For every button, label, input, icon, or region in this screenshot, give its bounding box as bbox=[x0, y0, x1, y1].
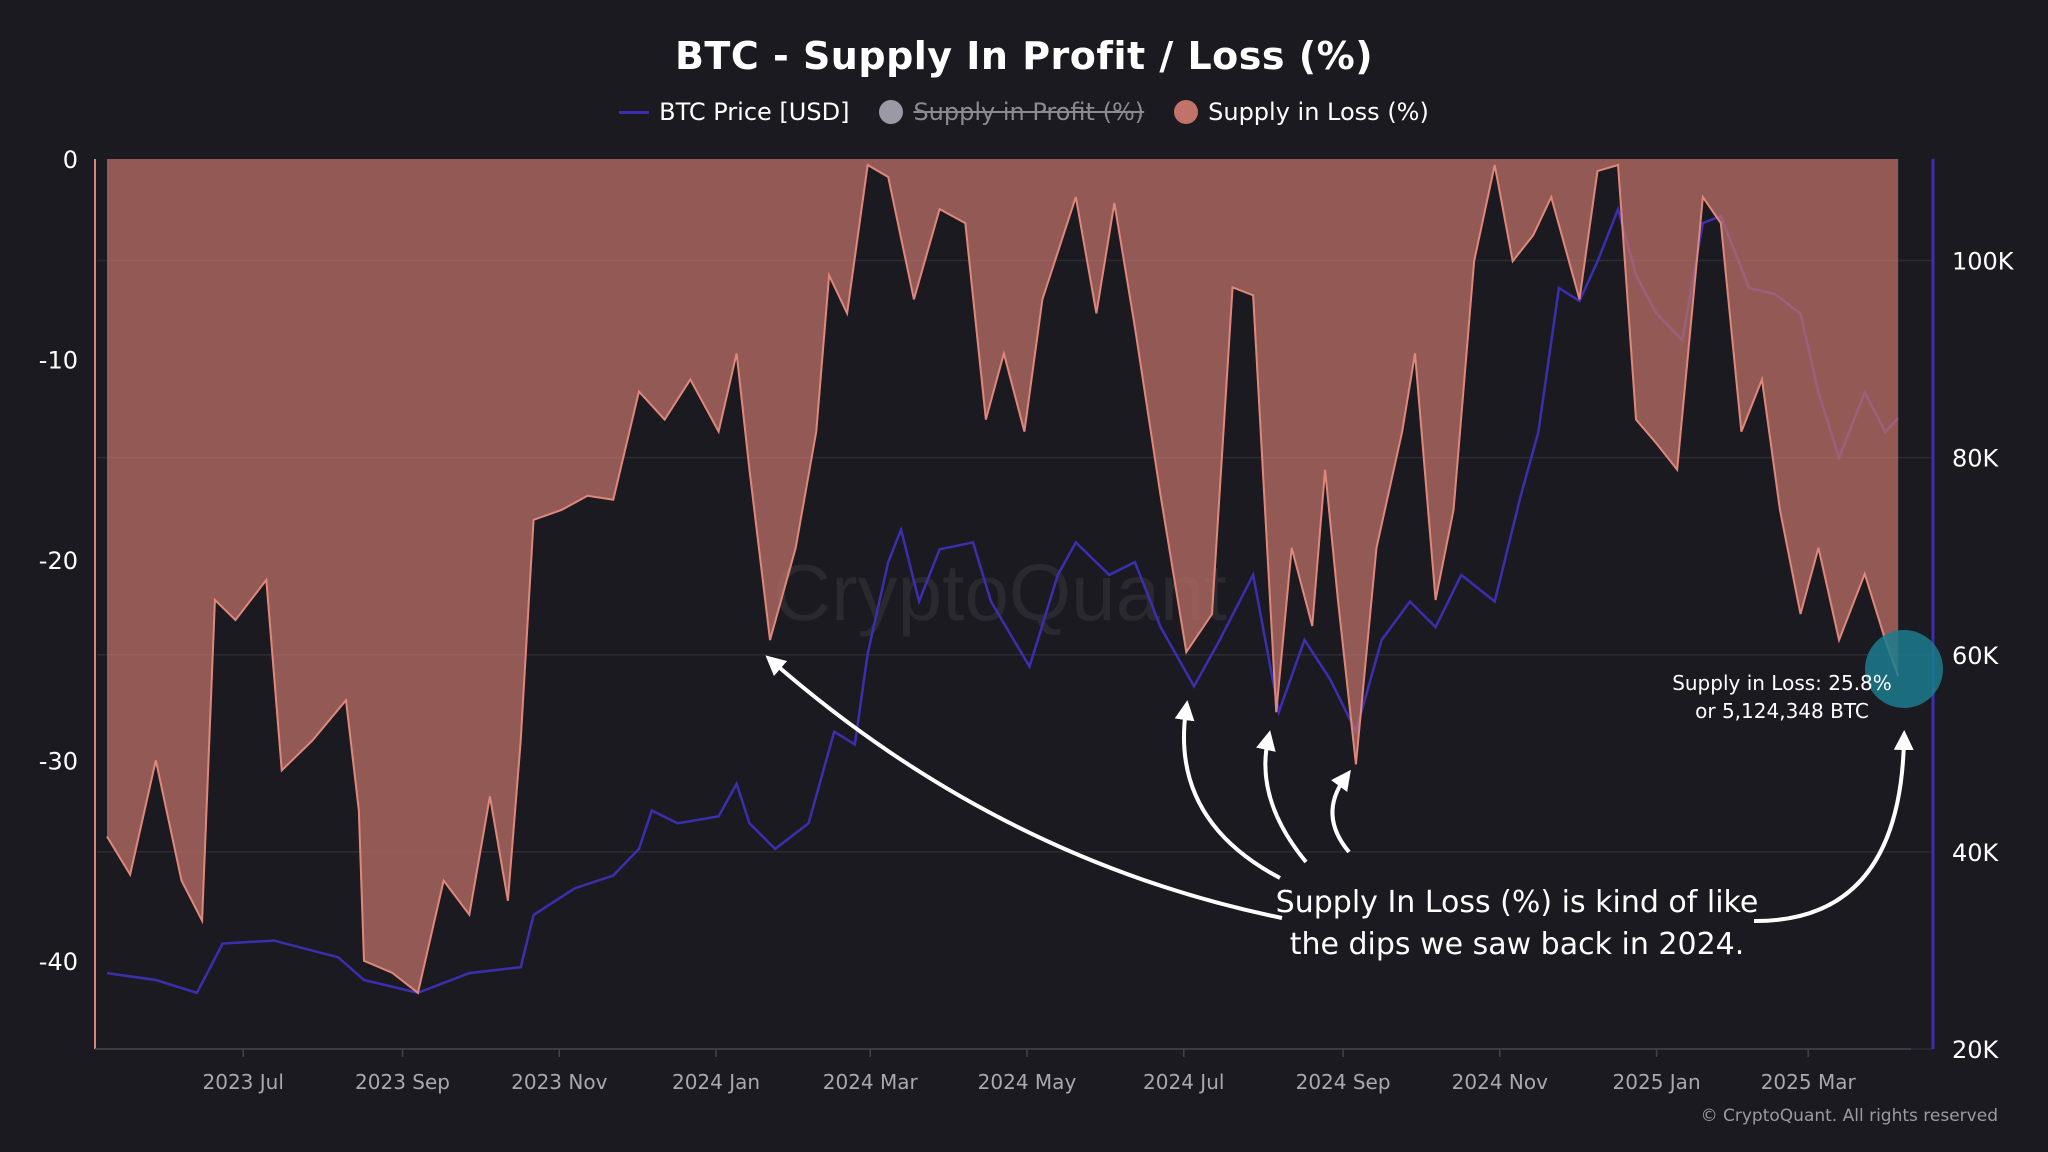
right-axis-tick-label: 40K bbox=[1952, 839, 2000, 867]
left-axis-tick-label: 0 bbox=[63, 146, 78, 174]
watermark: CryptoQuant bbox=[773, 548, 1227, 637]
latest-value-label: Supply in Loss: 25.8% bbox=[1672, 671, 1892, 695]
x-axis-tick-label: 2024 Sep bbox=[1296, 1070, 1391, 1094]
dot-swatch-icon bbox=[879, 100, 904, 124]
right-axis-tick-label: 80K bbox=[1952, 445, 2000, 473]
x-axis-tick-label: 2025 Mar bbox=[1761, 1070, 1857, 1094]
x-axis-tick-label: 2024 Mar bbox=[823, 1070, 919, 1094]
right-axis-tick-label: 60K bbox=[1952, 642, 2000, 670]
callout-text-line-2: the dips we saw back in 2024. bbox=[1290, 927, 1745, 962]
arrow-icon bbox=[1753, 730, 1914, 924]
x-axis-tick-label: 2024 Nov bbox=[1452, 1070, 1548, 1094]
left-axis-tick-label: -20 bbox=[39, 547, 78, 575]
legend: BTC Price [USD] Supply in Profit (%) Sup… bbox=[0, 98, 2048, 126]
annotations: Supply in Loss: 25.8% or 5,124,348 BTC S… bbox=[765, 630, 1943, 962]
x-axis-tick-label: 2024 Jan bbox=[672, 1070, 760, 1094]
latest-point-highlight bbox=[1865, 630, 1943, 708]
legend-item-btc-price[interactable]: BTC Price [USD] bbox=[619, 98, 849, 126]
legend-item-supply-in-profit[interactable]: Supply in Profit (%) bbox=[879, 98, 1144, 126]
left-axis-tick-label: -10 bbox=[39, 346, 78, 374]
x-axis-tick-label: 2024 May bbox=[978, 1070, 1077, 1094]
legend-label: BTC Price [USD] bbox=[659, 98, 850, 126]
right-axis-tick-label: 100K bbox=[1952, 248, 2015, 276]
x-axis-tick-label: 2023 Nov bbox=[511, 1070, 607, 1094]
x-axis-tick-label: 2024 Jul bbox=[1143, 1070, 1224, 1094]
arrow-icon bbox=[1256, 730, 1308, 864]
line-swatch-icon bbox=[619, 110, 650, 114]
x-axis-tick-label: 2025 Jan bbox=[1613, 1070, 1701, 1094]
legend-item-supply-in-loss[interactable]: Supply in Loss (%) bbox=[1174, 98, 1429, 126]
chart-title: BTC - Supply In Profit / Loss (%) bbox=[674, 34, 1374, 78]
legend-label: Supply in Profit (%) bbox=[913, 98, 1145, 126]
arrow-icon bbox=[1330, 769, 1351, 854]
arrow-icon bbox=[1174, 700, 1281, 880]
right-axis-tick-label: 20K bbox=[1952, 1036, 2000, 1064]
supply-in-loss-area bbox=[107, 159, 1899, 993]
dot-swatch-icon bbox=[1174, 100, 1199, 124]
legend-label: Supply in Loss (%) bbox=[1208, 98, 1429, 126]
callout-text-line-1: Supply In Loss (%) is kind of like bbox=[1276, 885, 1759, 920]
x-axis-tick-label: 2023 Jul bbox=[203, 1070, 284, 1094]
x-axis-tick-label: 2023 Sep bbox=[355, 1070, 450, 1094]
supply-in-loss-line bbox=[106, 163, 1900, 995]
left-axis-tick-label: -30 bbox=[39, 747, 78, 775]
arrow-icon bbox=[765, 655, 1283, 920]
left-axis-tick-label: -40 bbox=[39, 948, 78, 976]
copyright: © CryptoQuant. All rights reserved bbox=[1700, 1106, 1998, 1126]
latest-value-btc-label: or 5,124,348 BTC bbox=[1695, 699, 1869, 723]
